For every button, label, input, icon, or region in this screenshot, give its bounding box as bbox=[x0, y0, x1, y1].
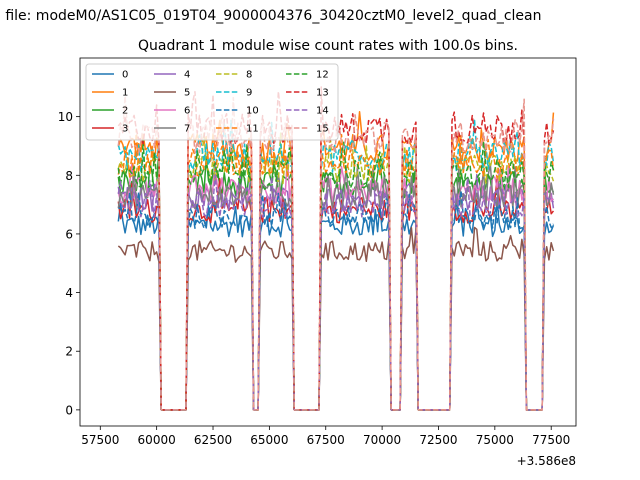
series-line-9 bbox=[117, 119, 555, 411]
legend-label: 0 bbox=[122, 70, 128, 81]
x-tick-label: 67500 bbox=[307, 433, 345, 447]
x-tick-label: 62500 bbox=[194, 433, 232, 447]
x-tick-label: 72500 bbox=[419, 433, 457, 447]
series-line-8 bbox=[117, 132, 555, 411]
legend-label: 12 bbox=[316, 70, 329, 81]
legend-label: 3 bbox=[122, 124, 128, 135]
legend-label: 14 bbox=[316, 106, 329, 117]
y-axis: 0 2 4 6 8 10 bbox=[58, 110, 80, 417]
legend-label: 10 bbox=[246, 106, 259, 117]
series-line-12 bbox=[117, 140, 555, 411]
legend-label: 2 bbox=[122, 106, 128, 117]
x-tick-label: 60000 bbox=[138, 433, 176, 447]
y-tick-label: 0 bbox=[65, 403, 73, 417]
series-line-5 bbox=[117, 226, 555, 411]
series-line-10 bbox=[118, 189, 555, 411]
series-line-11 bbox=[117, 128, 555, 411]
y-tick-label: 6 bbox=[65, 227, 73, 241]
x-tick-label: 65000 bbox=[250, 433, 288, 447]
legend-label: 15 bbox=[316, 124, 329, 135]
x-tick-label: 57500 bbox=[81, 433, 119, 447]
legend-label: 9 bbox=[246, 88, 252, 99]
series-line-3 bbox=[117, 177, 555, 411]
legend-label: 7 bbox=[184, 124, 190, 135]
series-line-14 bbox=[117, 174, 555, 411]
x-tick-label: 77500 bbox=[532, 433, 570, 447]
y-tick-label: 8 bbox=[65, 169, 73, 183]
legend-label: 11 bbox=[246, 124, 259, 135]
x-tick-label: 70000 bbox=[363, 433, 401, 447]
legend-label: 1 bbox=[122, 88, 128, 99]
y-tick-label: 2 bbox=[65, 345, 73, 359]
legend-label: 4 bbox=[184, 70, 190, 81]
legend-box bbox=[85, 63, 339, 141]
legend-label: 6 bbox=[184, 106, 190, 117]
legend-label: 8 bbox=[246, 70, 252, 81]
chart-suptitle: n file: modeM0/AS1C05_019T04_9000004376_… bbox=[0, 8, 541, 24]
x-offset-label: +3.586e8 bbox=[517, 454, 576, 468]
plot-frame bbox=[79, 57, 577, 427]
legend-label: 13 bbox=[316, 88, 329, 99]
x-tick-label: 75000 bbox=[476, 433, 514, 447]
series-line-0 bbox=[117, 195, 555, 411]
series-line-6 bbox=[117, 156, 554, 411]
chart-title: Quadrant 1 module wise count rates with … bbox=[138, 38, 518, 54]
y-tick-label: 4 bbox=[65, 286, 73, 300]
y-tick-label: 10 bbox=[58, 110, 73, 124]
x-axis: 57500 60000 62500 65000 67500 70000 72500 75000… bbox=[81, 426, 570, 447]
legend-label: 5 bbox=[184, 88, 190, 99]
